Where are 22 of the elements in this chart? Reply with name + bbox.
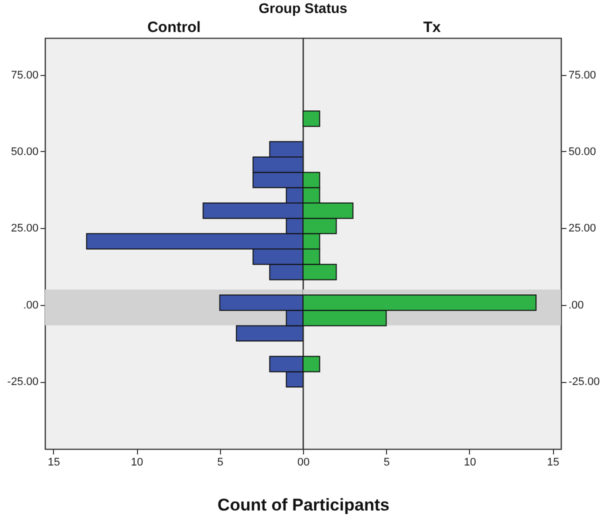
y2-tick-label: 25.00 [568,222,596,235]
y2-tick-label: 50.00 [568,146,596,158]
chart-title: Control [147,19,201,36]
x-tick-label: 5 [217,456,224,468]
x-tick-label: 0 [297,456,304,468]
x-tick-label: 15 [547,456,560,468]
y-tick-label: 50.00 [10,146,38,158]
x-axis-title: Count of Participants [218,496,390,514]
y2-tick-label: .00 [568,299,584,312]
y-tick-label: 25.00 [10,222,38,235]
y-tick-label: -25.00 [7,376,38,388]
y-tick-label: .00 [23,299,38,312]
x-tick-label: 15 [48,456,60,468]
x-tick-label: 5 [384,456,390,468]
chart-title: Tx [423,19,442,36]
x-tick-label: 0 [304,456,310,468]
x-tick-label: 10 [130,456,144,468]
x-tick-label: 10 [464,456,476,468]
y2-tick-label: -25.00 [568,376,600,388]
y2-tick-label: 75.00 [568,69,596,82]
text: Group Status [258,0,348,16]
y-tick-label: 75.00 [10,69,38,82]
